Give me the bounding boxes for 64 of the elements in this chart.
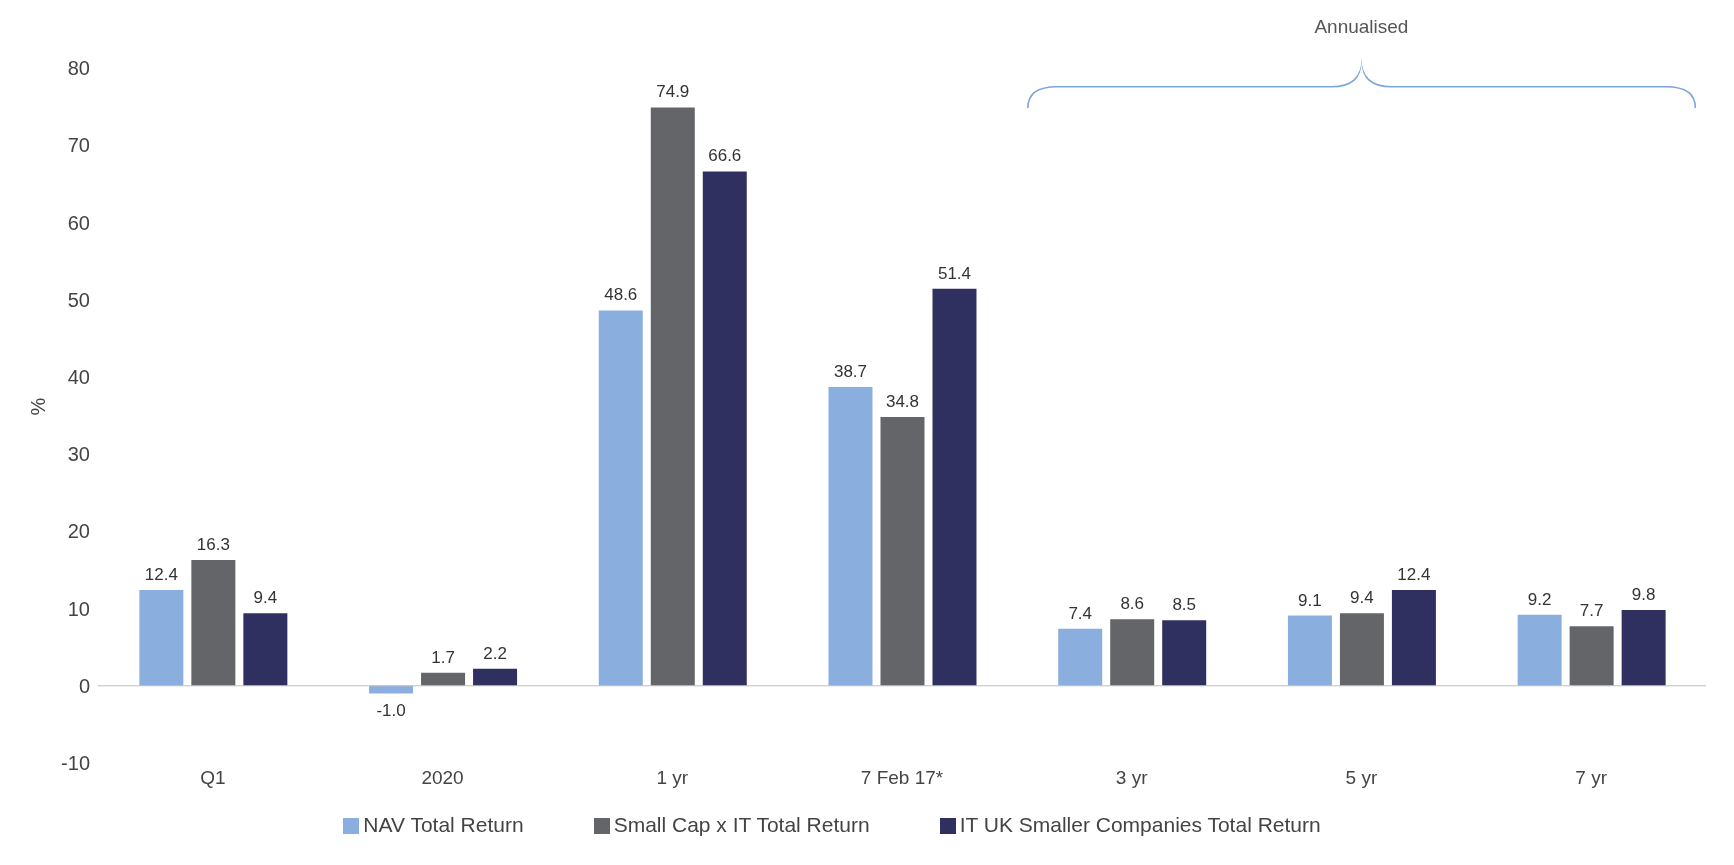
- data-label: 9.8: [1631, 585, 1656, 605]
- bar: [139, 590, 184, 686]
- bar: [1339, 613, 1384, 686]
- x-tick-label: 7 yr: [1575, 767, 1608, 789]
- y-tick-label: 40: [67, 365, 90, 388]
- data-label: 8.5: [1172, 595, 1197, 615]
- data-label: 48.6: [604, 285, 638, 305]
- data-label: 51.4: [937, 263, 972, 283]
- legend-label: IT UK Smaller Companies Total Return: [959, 813, 1321, 836]
- x-tick-label: 2020: [421, 767, 464, 789]
- x-tick-label: 5 yr: [1345, 767, 1378, 789]
- data-label: 9.4: [1350, 588, 1374, 608]
- bar: [880, 417, 925, 686]
- data-label: 2.2: [483, 643, 507, 663]
- y-tick-label: -10: [61, 752, 90, 775]
- bar: [932, 288, 977, 686]
- bar: [473, 668, 518, 686]
- data-label: 16.3: [196, 534, 230, 554]
- text: Annualised: [1313, 16, 1410, 38]
- data-label: 66.6: [708, 146, 742, 166]
- bar: [1569, 626, 1614, 686]
- bar: [421, 672, 466, 686]
- bar: [191, 559, 236, 686]
- y-tick-label: 50: [67, 288, 90, 311]
- data-label: -1.0: [376, 700, 406, 720]
- bar: [1287, 615, 1332, 686]
- y-tick-label: 20: [67, 520, 90, 543]
- y-tick-label: 10: [67, 597, 90, 620]
- y-tick-label: 80: [67, 57, 90, 80]
- bar: [1391, 590, 1436, 686]
- data-label: 12.4: [144, 565, 178, 585]
- data-label: 8.6: [1120, 594, 1145, 614]
- legend-label: NAV Total Return: [363, 813, 524, 836]
- bar: [1058, 628, 1103, 686]
- bar: [1621, 610, 1666, 686]
- data-label: 7.4: [1068, 603, 1093, 623]
- data-label: 7.7: [1579, 601, 1604, 621]
- y-tick-label: 0: [78, 674, 90, 697]
- y-tick-label: 30: [67, 443, 90, 466]
- x-tick-label: Q1: [200, 767, 226, 789]
- bar: [598, 310, 643, 686]
- data-label: 9.4: [253, 588, 278, 608]
- data-label: 9.1: [1298, 590, 1322, 610]
- bar: [1162, 620, 1207, 686]
- bar: [1517, 614, 1562, 686]
- bar: [650, 107, 695, 686]
- data-label: 1.7: [431, 647, 455, 667]
- data-label: 9.2: [1527, 589, 1552, 609]
- bar: [1110, 619, 1155, 686]
- y-axis-title: %: [27, 397, 50, 416]
- bar: [243, 613, 288, 686]
- y-tick-label: 70: [67, 134, 90, 157]
- bar: [369, 685, 414, 694]
- data-label: 12.4: [1397, 565, 1431, 585]
- data-label: 34.8: [885, 392, 920, 412]
- x-tick-label: 1 yr: [656, 767, 689, 789]
- x-tick-label: 7 Feb 17*: [860, 767, 944, 789]
- bar: [828, 386, 873, 686]
- y-tick-label: 60: [67, 211, 90, 234]
- x-tick-label: 3 yr: [1115, 767, 1149, 789]
- bar: [702, 171, 747, 686]
- data-label: 74.9: [656, 82, 690, 102]
- legend-label: Small Cap x IT Total Return: [613, 813, 870, 836]
- data-label: 38.7: [833, 361, 868, 381]
